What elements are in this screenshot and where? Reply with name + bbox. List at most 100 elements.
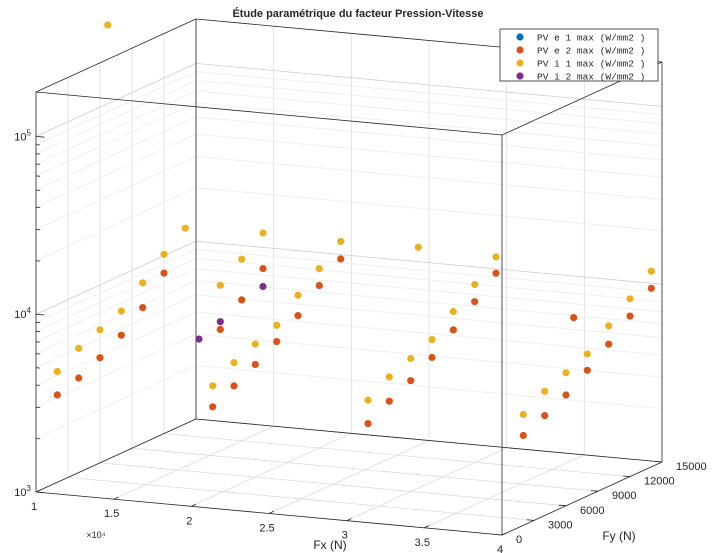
data-point [216,318,224,326]
data-point [647,267,655,275]
axes-box [35,18,663,536]
x-tick-label: 2 [186,515,192,527]
z-tick-mark [35,491,45,494]
legend-entry: PV e 2 max (W/mm2 ) [537,46,645,57]
axes-box-edge [35,18,197,93]
x-tick-label: 1 [31,501,37,513]
x-axis-exponent: ×10⁴ [86,530,105,540]
data-point [315,265,323,273]
grid-line-z-minor [35,102,197,177]
grid-line-z-minor [195,187,663,232]
data-point [160,250,168,258]
data-point [626,295,634,303]
data-point [337,255,345,263]
y-tick-mark [654,461,663,463]
legend-marker [516,59,524,67]
data-point [471,298,479,306]
x-tick-label: 3.5 [415,537,430,549]
data-point [449,307,457,316]
data-point [414,243,422,251]
data-point [519,431,527,440]
axes-box-edge [35,91,503,136]
data-point [195,335,203,343]
data-point [647,284,655,292]
x-tick-mark [424,525,430,529]
data-point [139,279,147,287]
data-point [75,344,83,352]
grid-line-z-minor [35,280,197,355]
x-tick-mark [191,503,197,507]
grid-line-z-minor [195,80,663,125]
data-point [209,382,217,390]
data-point [96,354,104,362]
grid-line-z-minor [195,156,663,200]
y-tick-label: 3000 [548,519,572,531]
grid-line-z-minor [195,365,663,409]
grid-line-z-minor [35,311,197,386]
data-point [428,353,436,362]
x-tick-label: 2.5 [259,523,274,535]
grid-line-z-minor [35,268,197,343]
z-tick-label: 104 [14,306,31,321]
z-tick-mark [35,313,45,316]
data-point [471,280,479,289]
grid-line-z-minor [195,133,663,178]
data-point [492,269,500,277]
grid-line-x-floor [113,425,274,500]
legend-entry: PV i 2 max (W/mm2 ) [537,72,645,83]
data-point [519,410,527,419]
x-tick-label: 4 [497,544,503,553]
data-point [104,21,112,29]
data-point [53,367,61,376]
grid-line-z-minor [35,80,197,155]
grid-line-z-minor [195,258,663,302]
data-point [492,253,500,261]
x-tick-label: 3 [342,530,348,542]
grid-line-x-floor [346,447,507,522]
y-tick-label: 15000 [676,461,707,473]
data-point [238,296,246,304]
grid-line-z-minor [195,268,663,313]
data-point [259,282,267,291]
data-point [315,281,323,290]
grid-line-z-major [195,63,663,107]
grid-line-z-minor [195,116,663,161]
data-point [449,326,457,334]
data-point [53,391,61,399]
y-tick-label: 12000 [644,476,675,488]
y-tick-label: 6000 [580,505,604,517]
data-point [181,224,189,232]
grid-line-z-minor [35,187,197,262]
legend[interactable]: PV e 1 max (W/mm2 ) PV e 2 max (W/mm2 ) PV… [499,28,659,83]
data-points [53,21,655,440]
grid-line-z-major [195,240,663,285]
data-point [216,281,224,289]
grid-line-z-minor [35,116,197,191]
data-point [259,265,267,273]
y-tick-mark [526,519,535,521]
axes-box-edge [195,418,663,463]
data-point [385,397,393,405]
legend-box [499,28,659,82]
x-tick-mark [346,518,352,522]
data-point [337,237,345,245]
grid-line-x-floor [191,432,352,507]
grid-line-z-major [35,240,197,315]
data-point [626,312,634,320]
data-point [583,366,591,374]
grid-line-z-minor [35,258,197,332]
data-point [562,369,570,377]
grid-line-x-floor [424,454,585,529]
z-tick-mark [35,136,45,138]
grid-line-z-minor [195,311,663,356]
data-point [407,354,415,363]
data-point [273,338,281,346]
legend-entry: PV e 1 max (W/mm2 ) [537,33,645,44]
data-point [96,326,104,334]
y-tick-label: 0 [516,534,522,546]
grid-line-z-minor [195,90,663,135]
data-point [385,373,393,381]
data-point [259,229,267,237]
